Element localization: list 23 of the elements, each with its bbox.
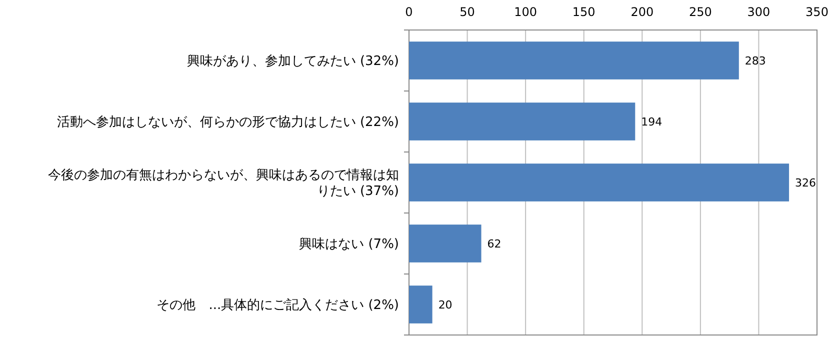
x-tick-label: 200 xyxy=(630,5,654,19)
y-tick-label: 興味はない (7%) xyxy=(299,237,399,252)
bar xyxy=(409,42,739,80)
x-tick-label: 0 xyxy=(405,5,413,19)
x-tick-label: 150 xyxy=(572,5,596,19)
x-tick-label: 250 xyxy=(688,5,712,19)
y-tick-label: その他 ...具体的にご記入ください (2%) xyxy=(156,298,399,314)
x-tick-label: 50 xyxy=(460,5,475,19)
x-tick-label: 100 xyxy=(514,5,538,19)
data-label: 20 xyxy=(438,298,452,312)
y-tick-label: 今後の参加の有無はわからないが、興味はあるので情報は知りたい (37%) xyxy=(48,168,399,200)
data-label: 283 xyxy=(744,54,766,68)
x-tick-label: 350 xyxy=(806,5,828,19)
y-tick-label: 興味があり、参加してみたい (32%) xyxy=(186,54,399,70)
x-tick-label: 300 xyxy=(747,5,770,19)
y-tick-label: 活動へ参加はしないが、何らかの形で協力はしたい (22%) xyxy=(56,115,399,130)
data-label: 194 xyxy=(641,115,662,128)
bar xyxy=(409,286,432,324)
bar xyxy=(409,224,482,262)
bar xyxy=(409,102,636,140)
data-label: 326 xyxy=(795,176,816,190)
bar xyxy=(409,164,790,202)
data-label: 62 xyxy=(487,237,502,250)
